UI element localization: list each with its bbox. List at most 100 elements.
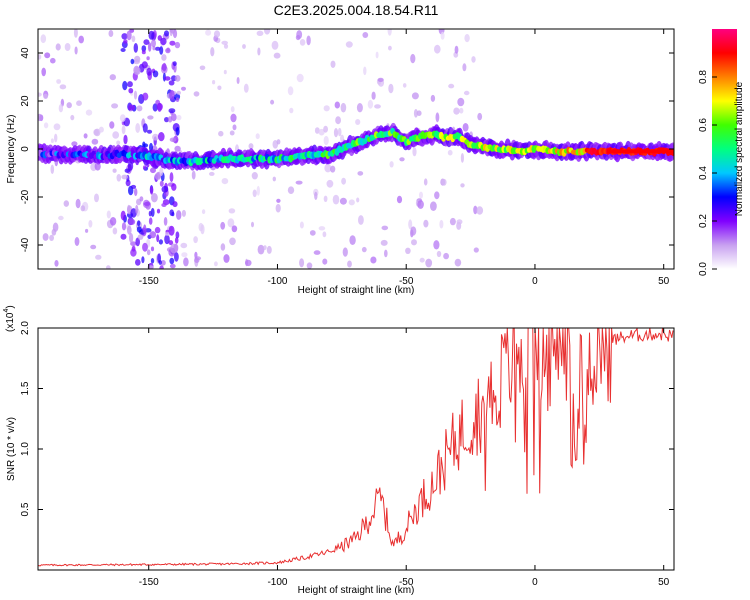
spectrogram-noise-cell xyxy=(318,128,325,136)
snr-x-tick-label: 0 xyxy=(532,577,538,588)
spectrogram-noise-cell xyxy=(164,30,169,37)
spectrogram-noise-cell xyxy=(164,76,171,81)
spectrogram-noise-cell xyxy=(223,254,230,263)
spectrogram-noise-cell xyxy=(296,73,304,83)
spectrogram-noise-cell xyxy=(175,231,180,239)
spectrogram-noise-cell xyxy=(251,221,254,228)
spectrogram-noise-cell xyxy=(417,200,424,209)
spectrogram-noise-cell xyxy=(121,174,128,180)
spectrogram-noise-cell xyxy=(88,220,93,228)
spectrogram-noise-cell xyxy=(266,245,272,254)
spectrogram-noise-cell xyxy=(220,243,226,251)
spectrogram-noise-cell xyxy=(361,246,367,253)
spectrogram-noise-cell xyxy=(230,113,237,123)
spectrogram-noise-cell xyxy=(323,125,328,133)
snr-series-line xyxy=(38,328,674,567)
spectrogram-noise-cell xyxy=(141,50,146,55)
spectrogram-noise-cell xyxy=(227,218,235,228)
spectrogram-noise-cell xyxy=(126,30,132,41)
spectrogram-noise-cell xyxy=(318,226,326,231)
spectrogram-noise-cell xyxy=(156,234,160,243)
spectrogram-noise-cell xyxy=(213,30,221,38)
spectrogram-noise-cell xyxy=(435,112,440,123)
spectrogram-x-tick-label: -100 xyxy=(267,276,287,287)
spectrogram-noise-cell xyxy=(148,30,155,40)
spectrogram-noise-cell xyxy=(142,242,148,252)
spectrogram-noise-cell xyxy=(217,85,222,91)
spectrogram-noise-cell xyxy=(180,242,188,249)
spectrogram-noise-cell xyxy=(229,237,236,246)
snr-y-tick-label: 1.0 xyxy=(20,442,31,456)
snr-y-multiplier: (x104) xyxy=(3,305,16,332)
spectrogram-noise-cell xyxy=(462,123,469,132)
spectrogram-noise-cell xyxy=(159,46,164,55)
spectrogram-noise-cell xyxy=(408,219,413,230)
spectrogram-noise-cell xyxy=(460,183,465,188)
spectrogram-noise-cell xyxy=(330,165,336,173)
colorbar-tick-label: 0.0 xyxy=(698,262,709,276)
spectrogram-noise-cell xyxy=(58,104,64,113)
spectrogram-noise-cell xyxy=(66,102,72,109)
spectrogram-noise-cell xyxy=(459,107,464,114)
spectrogram-noise-cell xyxy=(149,186,154,195)
spectrogram-noise-cell xyxy=(119,114,126,122)
spectrogram-noise-cell xyxy=(314,127,320,134)
spectrogram-noise-cell xyxy=(120,233,127,240)
spectrogram-noise-cell xyxy=(50,57,56,64)
spectrogram-noise-cell xyxy=(98,126,104,133)
spectrogram-noise-cell xyxy=(295,34,301,41)
spectrogram-noise-cell xyxy=(299,221,304,229)
colorbar: 0.0 0.2 0.4 0.6 0.8 Normalized spectral ampl… xyxy=(698,29,745,276)
spectrogram-noise-cell xyxy=(330,60,336,68)
spectrogram-noise-cell xyxy=(143,224,147,235)
spectrogram-x-axis-label: Height of straight line (km) xyxy=(298,285,415,296)
spectrogram-noise-cell xyxy=(164,234,170,245)
spectrogram-y-axis-label: Frequency (Hz) xyxy=(6,115,17,184)
spectrogram-noise-cell xyxy=(257,244,265,255)
spectrogram-noise-cell xyxy=(174,145,181,152)
spectrogram-noise-cell xyxy=(171,212,175,217)
spectrogram-noise-cell xyxy=(40,34,47,44)
spectrogram-noise-cell xyxy=(133,43,138,53)
spectrogram-noise-cell xyxy=(38,113,42,122)
spectrogram-noise-cell xyxy=(169,172,174,183)
spectrogram-noise-cell xyxy=(146,56,150,61)
spectrogram-noise-cell xyxy=(449,217,456,226)
spectrogram-noise-cell xyxy=(142,123,148,133)
spectrogram-noise-cell xyxy=(221,40,228,45)
spectrogram-noise-cell xyxy=(209,171,215,176)
spectrogram-noise-cell xyxy=(169,137,177,143)
spectrogram-noise-cell xyxy=(135,259,141,266)
spectrogram-noise-cell xyxy=(342,247,348,257)
spectrogram-noise-cell xyxy=(42,233,49,241)
spectrogram-noise-cell xyxy=(143,201,151,206)
spectrogram-noise-cell xyxy=(356,197,360,203)
spectrogram-noise-cell xyxy=(167,116,173,123)
spectrogram-noise-cell xyxy=(151,193,158,203)
spectrogram-noise-cell xyxy=(477,112,483,121)
spectrogram-noise-cell xyxy=(109,217,117,226)
spectrogram-noise-cell xyxy=(323,195,328,202)
spectrogram-noise-cell xyxy=(413,109,418,118)
spectrogram-noise-cell xyxy=(176,210,182,220)
spectrogram-noise-cell xyxy=(214,261,218,267)
spectrogram-noise-cell xyxy=(181,209,186,217)
spectrogram-noise-cell xyxy=(64,43,71,51)
spectrogram-noise-cell xyxy=(55,43,61,51)
spectrogram-noise-cell xyxy=(171,183,177,191)
spectrogram-noise-cell xyxy=(123,39,128,44)
spectrogram-noise-cell xyxy=(200,224,205,235)
spectrogram-noise-cell xyxy=(256,185,260,196)
spectrogram-noise-cell xyxy=(345,41,353,48)
spectrogram-noise-cell xyxy=(380,239,388,246)
spectrogram-noise-cell xyxy=(168,225,175,236)
spectrogram-noise-cell xyxy=(156,103,163,111)
spectrogram-noise-cell xyxy=(135,204,139,214)
spectrogram-noise-cell xyxy=(448,83,455,89)
spectrogram-noise-cell xyxy=(73,29,78,38)
spectrogram-noise-cell xyxy=(212,80,216,85)
spectrogram-noise-cell xyxy=(94,162,101,171)
spectrogram-ridge-tail xyxy=(607,149,674,154)
spectrogram-noise-cell xyxy=(169,40,176,46)
spectrogram-noise-cell xyxy=(75,198,81,209)
